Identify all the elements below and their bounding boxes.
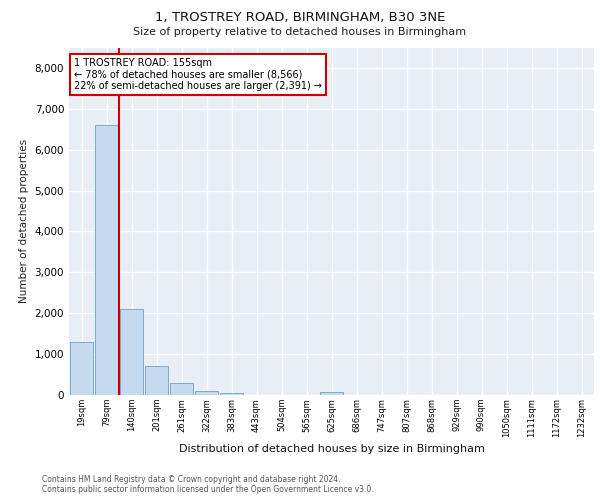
Text: Size of property relative to detached houses in Birmingham: Size of property relative to detached ho…	[133, 27, 467, 37]
Bar	[220, 392, 243, 395]
Bar	[145, 366, 168, 395]
Bar	[195, 390, 218, 395]
Bar	[120, 309, 143, 395]
Bar	[95, 125, 118, 395]
Bar	[70, 342, 93, 395]
Text: 1, TROSTREY ROAD, BIRMINGHAM, B30 3NE: 1, TROSTREY ROAD, BIRMINGHAM, B30 3NE	[155, 11, 445, 24]
Bar	[320, 392, 343, 395]
Bar	[170, 383, 193, 395]
Text: Contains HM Land Registry data © Crown copyright and database right 2024.
Contai: Contains HM Land Registry data © Crown c…	[42, 474, 374, 494]
X-axis label: Distribution of detached houses by size in Birmingham: Distribution of detached houses by size …	[179, 444, 484, 454]
Text: 1 TROSTREY ROAD: 155sqm
← 78% of detached houses are smaller (8,566)
22% of semi: 1 TROSTREY ROAD: 155sqm ← 78% of detache…	[74, 58, 322, 91]
Y-axis label: Number of detached properties: Number of detached properties	[19, 139, 29, 304]
